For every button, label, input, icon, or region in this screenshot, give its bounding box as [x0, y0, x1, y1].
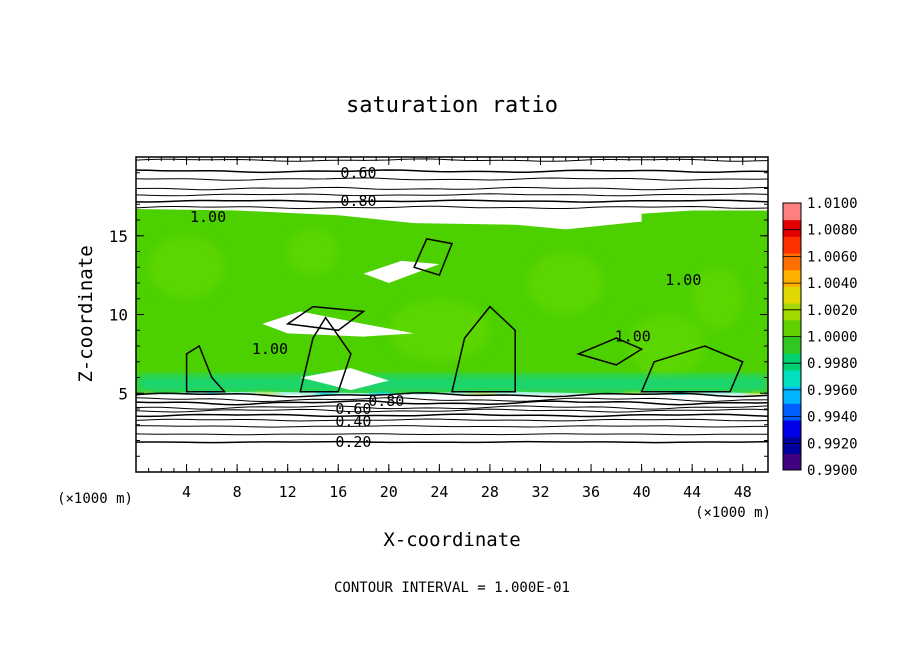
colorbar-segment: [783, 336, 801, 354]
colorbar-segment: [783, 269, 801, 287]
colorbar-tick-label: 1.0080: [807, 223, 858, 239]
colorbar-segment: [783, 369, 801, 388]
contour-label: 0.20: [335, 433, 371, 451]
contour-line: [136, 408, 768, 413]
contour-label: 0.80: [340, 192, 376, 210]
x-unit-label-right: (×1000 m): [695, 505, 771, 521]
colorbar-tick-label: 0.9980: [807, 356, 858, 372]
contour-lines: [136, 158, 768, 444]
x-axis-label: X-coordinate: [383, 529, 520, 551]
dry-gap: [414, 210, 642, 230]
contour-line: [136, 177, 768, 181]
field-patch: [388, 298, 490, 362]
contour-line: [136, 392, 768, 398]
x-tick-label: 20: [380, 483, 398, 501]
colorbar-segment: [783, 303, 801, 321]
contour-label: 0.40: [335, 413, 371, 431]
x-tick-label: 24: [430, 483, 448, 501]
contour-label: 0.60: [340, 164, 376, 182]
colorbar-segment: [783, 353, 801, 371]
x-tick-label: 36: [582, 483, 600, 501]
field-patch: [148, 235, 225, 299]
contour-line: [136, 400, 768, 406]
colorbar-tick-label: 0.9920: [807, 436, 858, 452]
colorbar-tick-label: 1.0020: [807, 303, 858, 319]
colorbar-tick-label: 1.0060: [807, 249, 858, 265]
x-tick-label: 8: [233, 483, 242, 501]
contour-label: 0.60: [335, 400, 371, 418]
x-tick-label: 28: [481, 483, 499, 501]
field-patch: [692, 267, 743, 331]
contour-line: [136, 397, 768, 403]
contour-line: [451, 305, 516, 393]
x-tick-label: 4: [182, 483, 191, 501]
y-axis-ticks: 5 10 15: [109, 172, 768, 457]
colorbar-tick-label: 0.9900: [807, 463, 858, 479]
contour-line: [136, 405, 768, 410]
field-patch: [527, 251, 604, 315]
contour-label: 1.00: [190, 208, 226, 226]
colorbar-segment: [783, 286, 801, 304]
dry-gap: [300, 368, 389, 391]
colorbar-tick-label: 1.0040: [807, 276, 858, 292]
colorbar-tick-label: 1.0100: [807, 196, 858, 212]
colorbar-tick-label: 0.9940: [807, 410, 858, 426]
colorbar-segment: [783, 319, 801, 337]
colorbar-segment: [783, 436, 801, 454]
contour-line: [136, 425, 768, 428]
dry-gap: [363, 260, 440, 283]
contour-line: [413, 238, 454, 277]
x-tick-label: 44: [683, 483, 701, 501]
colorbar-tick-label: 0.9960: [807, 383, 858, 399]
contour-line: [136, 199, 768, 203]
contour-labels: 0.600.801.001.001.001.000.800.600.400.20: [190, 164, 701, 451]
dry-lower-region: [136, 394, 768, 472]
y-axis-label: Z-coordinate: [75, 245, 97, 382]
y-tick-label: 10: [109, 306, 128, 325]
contour-line: [136, 418, 768, 422]
colorbar-segment: [783, 403, 801, 421]
saturation-field: [136, 157, 768, 472]
contour-interval-note: CONTOUR INTERVAL = 1.000E-01: [334, 580, 570, 596]
contour-line: [136, 205, 768, 210]
contour-label: 1.00: [665, 271, 701, 289]
field-patch: [628, 314, 705, 378]
contour-line: [136, 433, 768, 436]
contour-line: [640, 345, 744, 393]
contour-line: [136, 413, 768, 418]
colorbar-segment: [783, 236, 801, 254]
contour-label: 0.80: [368, 392, 404, 410]
x-tick-label: 32: [531, 483, 549, 501]
y-tick-label: 5: [118, 384, 128, 403]
colorbar-segment: [783, 386, 801, 404]
contour-line: [136, 193, 768, 197]
x-tick-label: 16: [329, 483, 347, 501]
x-axis-ticks: 4 8 12 16 20 24 28 32 36 40 44 48: [148, 157, 756, 501]
contour-line: [136, 440, 768, 444]
y-tick-label: 15: [109, 227, 128, 246]
contour-line: [185, 344, 227, 393]
x-unit-label-left: (×1000 m): [57, 491, 133, 507]
contour-line: [285, 305, 366, 332]
colorbar-segment: [783, 253, 801, 271]
colorbar-tick-label: 1.0000: [807, 330, 858, 346]
chart-title: saturation ratio: [346, 93, 558, 118]
colorbar-segment: [783, 203, 801, 221]
contour-label: 1.00: [252, 340, 288, 358]
dry-gap: [262, 311, 415, 337]
contour-line: [299, 316, 352, 393]
colorbar-segment: [783, 453, 801, 471]
colorbar-segment: [783, 219, 801, 237]
x-tick-label: 40: [633, 483, 651, 501]
colorbar: 1.0100 1.0080 1.0060 1.0040 1.0020 1.0000 0.99…: [782, 196, 858, 479]
field-patch: [287, 227, 339, 276]
colorbar-segment: [783, 419, 801, 438]
x-tick-label: 48: [734, 483, 752, 501]
contour-line: [576, 337, 644, 366]
contour-line: [136, 186, 768, 191]
contour-line: [136, 169, 768, 174]
contour-label: 1.00: [615, 328, 651, 346]
x-tick-label: 12: [279, 483, 297, 501]
